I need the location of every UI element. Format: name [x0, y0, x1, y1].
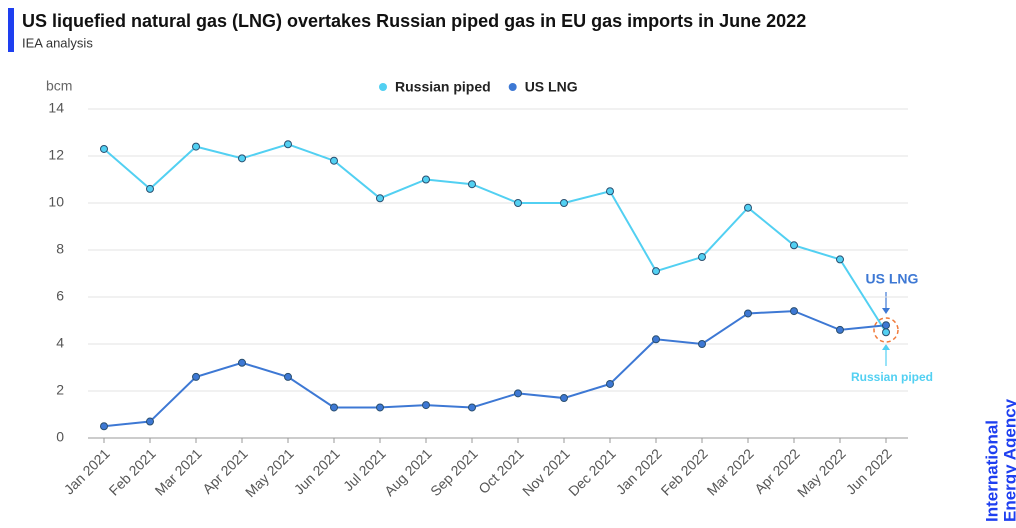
x-tick-label: Jun 2022	[843, 445, 895, 497]
data-point	[330, 156, 338, 165]
data-point	[192, 142, 200, 151]
data-point	[284, 140, 292, 149]
data-point	[698, 253, 706, 262]
title-bar	[8, 8, 14, 52]
data-point	[146, 184, 154, 193]
data-point	[238, 358, 246, 367]
x-tick-label: Feb 2021	[106, 445, 159, 498]
data-point	[698, 340, 706, 348]
data-point	[744, 203, 752, 212]
x-tick-label: Dec 2021	[565, 445, 619, 499]
data-point	[422, 175, 430, 184]
y-tick-label: 2	[56, 382, 64, 398]
data-point	[100, 422, 108, 431]
data-point	[606, 379, 614, 388]
data-point	[790, 307, 798, 316]
x-tick-label: Feb 2022	[658, 445, 711, 498]
highlight-circle	[873, 317, 899, 343]
y-tick-label: 12	[48, 147, 64, 163]
annotation-arrowhead	[882, 308, 890, 314]
legend-swatch	[508, 83, 517, 91]
data-point	[744, 309, 752, 318]
data-point	[422, 401, 430, 410]
data-point	[790, 241, 798, 250]
data-point	[376, 403, 384, 412]
annotation: Russian piped	[851, 370, 933, 384]
data-point	[192, 372, 200, 381]
data-point	[652, 335, 660, 344]
y-tick-label: 0	[56, 429, 64, 445]
x-tick-label: Nov 2021	[519, 445, 573, 499]
y-tick-label: 14	[48, 100, 64, 116]
data-point	[606, 187, 614, 196]
y-axis-label: bcm	[46, 78, 72, 94]
data-point	[514, 389, 522, 398]
data-point	[376, 194, 384, 203]
data-point	[514, 199, 522, 207]
y-tick-label: 8	[56, 241, 64, 257]
x-tick-label: May 2022	[794, 445, 849, 500]
x-tick-label: Jan 2021	[61, 445, 113, 497]
data-point	[652, 267, 660, 276]
x-tick-label: Jun 2021	[291, 445, 343, 497]
chart-subtitle: IEA analysis	[22, 35, 93, 50]
data-point	[468, 403, 476, 412]
legend-label: US LNG	[525, 79, 578, 95]
series-line	[103, 310, 887, 428]
x-tick-label: Aug 2021	[381, 445, 435, 499]
brand-line: International	[982, 420, 1001, 522]
data-point	[100, 144, 108, 153]
chart-title: US liquefied natural gas (LNG) overtakes…	[22, 11, 806, 31]
data-point	[882, 328, 890, 337]
data-point	[284, 372, 292, 381]
data-point	[836, 325, 844, 334]
y-tick-label: 4	[56, 335, 64, 351]
data-point	[882, 321, 890, 330]
brand: International Energy Agency	[982, 398, 1016, 522]
y-tick-label: 10	[48, 194, 64, 210]
data-point	[468, 180, 476, 189]
data-point	[836, 255, 844, 264]
data-point	[146, 417, 154, 426]
data-point	[560, 394, 568, 403]
data-point	[560, 199, 568, 207]
series-line	[103, 143, 887, 333]
x-tick-label: Jan 2022	[613, 445, 665, 497]
brand-line: Energy Agency	[1000, 398, 1016, 522]
legend-label: Russian piped	[395, 79, 491, 95]
x-tick-label: Mar 2021	[152, 445, 205, 498]
annotation-arrowhead	[882, 344, 890, 350]
legend-swatch	[379, 83, 387, 91]
data-point	[330, 403, 338, 412]
annotation: US LNG	[866, 271, 919, 287]
data-point	[238, 154, 246, 163]
y-tick-label: 6	[56, 288, 64, 304]
x-tick-label: Mar 2022	[704, 445, 757, 498]
x-tick-label: May 2021	[242, 445, 297, 500]
x-tick-label: Sep 2021	[427, 445, 481, 499]
